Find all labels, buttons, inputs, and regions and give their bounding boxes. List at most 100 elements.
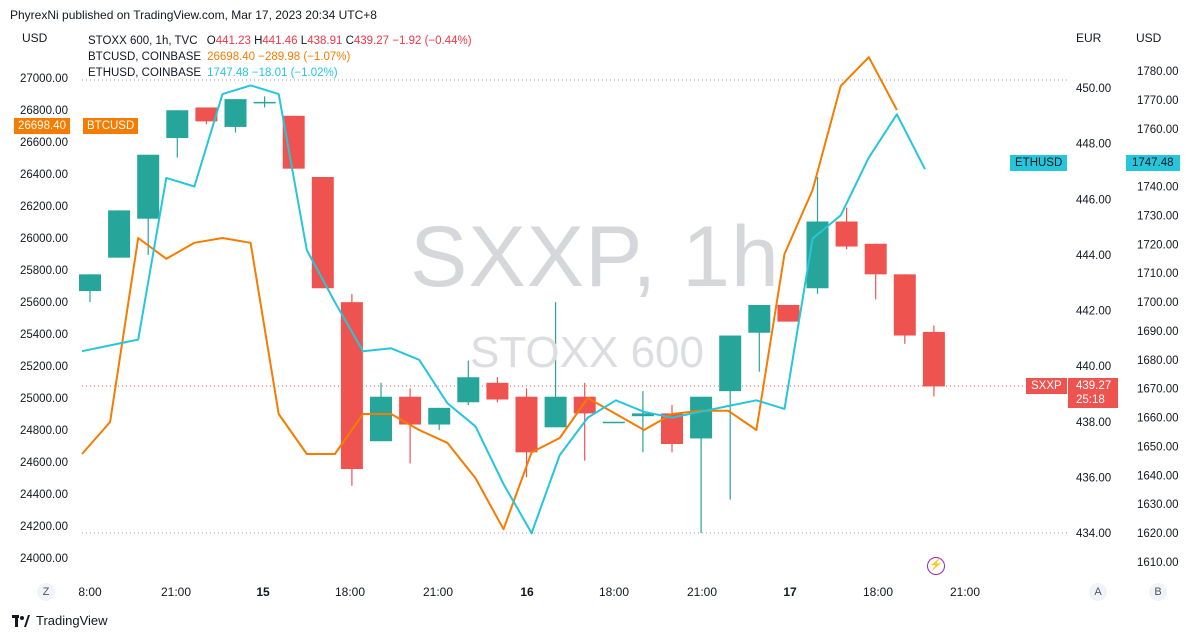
legend-low: 438.91 [307,35,343,47]
btc-price-tag: 26698.40 [14,118,70,134]
right-tick-label: 1740.00 [1137,182,1179,194]
candle-body [399,396,422,425]
legend-btc-last: 26698.40 [207,51,256,63]
x-tick-label: 18:00 [335,585,365,599]
eth-price-tag: 1747.48 [1126,155,1180,171]
mid-tick-label: 446.00 [1076,194,1111,206]
x-tick-label: 21:00 [161,585,191,599]
legend-row-btc[interactable]: BTCUSD, COINBASE 26698.40 −289.98 (−1.07%… [88,49,472,65]
right-tick-label: 1610.00 [1137,557,1179,569]
x-tick-label: 8:00 [78,585,102,599]
right-tick-label: 1690.00 [1137,326,1179,338]
right-tick-label: 1710.00 [1137,268,1179,280]
left-tick-label: 24600.00 [20,457,68,469]
candle-body [166,110,189,139]
btcusd-line [81,56,898,531]
left-tick-label: 26200.00 [20,201,68,213]
btc-name-tag: BTCUSD [83,118,139,134]
left-tick-label: 25200.00 [20,361,68,373]
mid-tick-label: 438.00 [1076,417,1111,429]
candle-body [457,377,480,403]
x-tick-label: 17 [783,585,797,599]
candle-body [544,396,567,428]
x-tick-label: 21:00 [950,585,980,599]
right-tick-label: 1720.00 [1137,239,1179,251]
x-tick-label: 18:00 [863,585,893,599]
candle-body [864,243,887,275]
right-tick-label: 1620.00 [1137,528,1179,540]
candle-body [195,107,218,122]
legend-eth-last: 1747.48 [207,67,249,79]
legend-high: 441.46 [262,35,298,47]
right-tick-label: 1650.00 [1137,441,1179,453]
left-tick-label: 25000.00 [20,393,68,405]
legend-eth-change: −18.01 (−1.02%) [251,67,338,79]
left-tick-label: 24200.00 [20,521,68,533]
legend-sxxp-change: −1.92 (−0.44%) [392,35,472,47]
sxxp-tag-name: SXXP [1031,380,1062,392]
candle-body [573,396,596,414]
mid-tick-label: 436.00 [1076,472,1111,484]
candle-body [719,335,742,392]
eth-tag-name: ETHUSD [1015,157,1063,169]
mid-axis-title: EUR [1076,31,1102,45]
scale-b-button[interactable]: B [1149,583,1167,601]
sxxp-price-tag: 439.27 25:18 [1068,378,1118,408]
candle-body [922,331,945,387]
mid-tick-label: 440.00 [1076,361,1111,373]
left-tick-label: 24800.00 [20,425,68,437]
left-axis-title: USD [22,31,48,45]
candle-body [137,154,160,219]
mid-tick-label: 450.00 [1076,83,1111,95]
left-tick-label: 26400.00 [20,169,68,181]
left-tick-label: 24000.00 [20,553,68,565]
candle-body [224,99,247,127]
legend-btc-name: BTCUSD, COINBASE [88,51,202,63]
candle-body [340,302,363,470]
mid-tick-label: 434.00 [1076,528,1111,540]
candle-body [108,210,131,258]
eth-tag-value: 1747.48 [1132,157,1174,169]
mid-tick-label: 448.00 [1076,139,1111,151]
legend-sxxp-name: STOXX 600, 1h, TVC [88,35,198,47]
legend-row-eth[interactable]: ETHUSD, COINBASE 1747.48 −18.01 (−1.02%) [88,65,472,81]
candle-body [515,396,538,453]
right-axis-title: USD [1136,31,1162,45]
tradingview-brand[interactable]: TradingView [12,613,108,628]
watermark-description: STOXX 600 [470,328,704,377]
candle-body [428,407,451,425]
mid-tick-label: 444.00 [1076,250,1111,262]
legend-h-label: H [254,35,263,47]
lightning-icon[interactable]: ⚡ [927,557,945,575]
legend-btc-change: −289.98 (−1.07%) [258,51,351,63]
x-tick-label: 21:00 [423,585,453,599]
right-tick-label: 1730.00 [1137,210,1179,222]
x-tick-label: 16 [520,585,534,599]
legend: STOXX 600, 1h, TVC O441.23 H441.46 L438.… [88,33,472,81]
x-tick-label: 15 [256,585,270,599]
legend-o-label: O [206,35,216,47]
candle-body [748,304,771,333]
left-tick-label: 25400.00 [20,329,68,341]
x-tick-label: 21:00 [687,585,717,599]
candle-body [311,177,334,289]
left-tick-label: 26000.00 [20,233,68,245]
left-tick-label: 24400.00 [20,489,68,501]
candle-body [631,413,654,417]
btc-tag-name: BTCUSD [87,120,135,132]
candle-body [661,413,683,444]
left-tick-label: 26600.00 [20,137,68,149]
legend-row-sxxp[interactable]: STOXX 600, 1h, TVC O441.23 H441.46 L438.… [88,33,472,49]
btc-tag-value: 26698.40 [18,120,66,132]
candle-body [777,304,800,322]
candle-body [253,101,276,104]
legend-eth-name: ETHUSD, COINBASE [88,67,202,79]
candle-body [602,421,625,424]
right-tick-label: 1770.00 [1137,95,1179,107]
candle-body [486,382,509,400]
auto-scale-button[interactable]: A [1089,583,1107,601]
legend-open: 441.23 [215,35,251,47]
publisher-line: PhyrexNi published on TradingView.com, M… [10,8,377,22]
zoom-button[interactable]: Z [37,583,55,601]
